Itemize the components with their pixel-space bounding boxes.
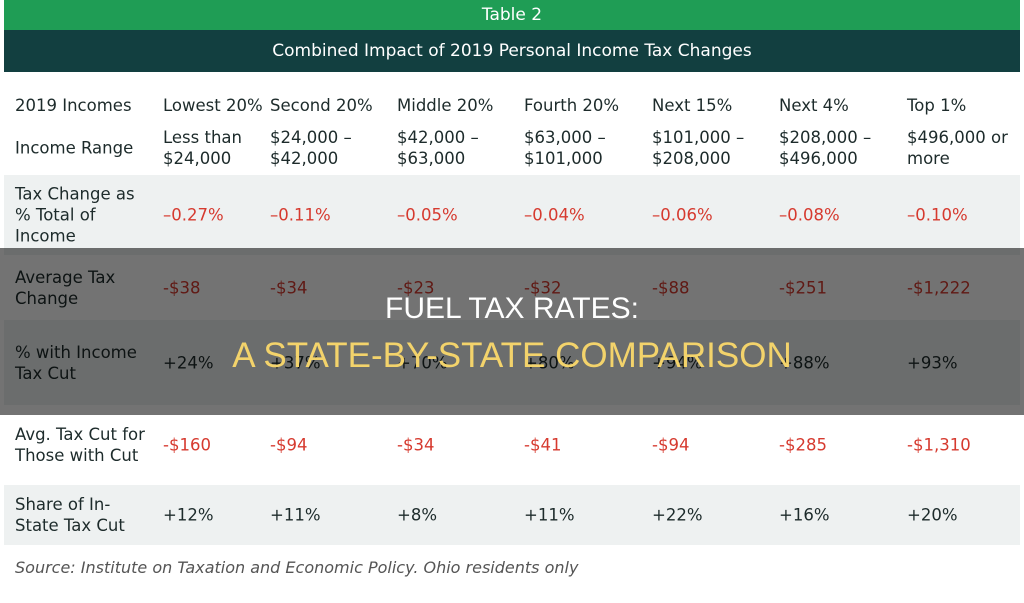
table-cell: -$1,310 — [907, 435, 971, 455]
table-cell: –0.08% — [779, 205, 840, 225]
table-cell: Fourth 20% — [524, 96, 620, 115]
table-row: Tax Change as % Total of Income –0.27% –0.… — [4, 175, 1020, 255]
table-cell: –0.04% — [524, 205, 585, 225]
overlay — [0, 248, 1024, 415]
table-title: Combined Impact of 2019 Personal Income … — [4, 30, 1020, 72]
table-cell: +12% — [163, 505, 214, 525]
row-label: Tax Change as % Total of Income — [15, 184, 135, 246]
table-cell: $496,000 or more — [907, 127, 1008, 168]
table-cell: $42,000 – $63,000 — [397, 127, 479, 168]
table-cell: +8% — [397, 505, 438, 525]
table-cell: +22% — [652, 505, 703, 525]
table-cell: $101,000 – $208,000 — [652, 127, 745, 168]
table-cell: –0.05% — [397, 205, 458, 225]
table-cell: -$94 — [270, 435, 308, 455]
table-cell: -$41 — [524, 435, 562, 455]
row-label: Income Range — [15, 138, 134, 157]
table-cell: -$160 — [163, 435, 211, 455]
table-cell: –0.27% — [163, 205, 224, 225]
table-cell: +11% — [524, 505, 575, 525]
table-cell: Less than $24,000 — [163, 127, 242, 168]
table-row: 2019 Incomes Lowest 20% Second 20% Middle 2… — [4, 72, 1020, 120]
table-cell: Second 20% — [270, 96, 373, 115]
table-cell: –0.10% — [907, 205, 968, 225]
table-cell: $24,000 – $42,000 — [270, 127, 352, 168]
table-cell: -$285 — [779, 435, 827, 455]
table-cell: Next 4% — [779, 96, 849, 115]
table-cell: –0.11% — [270, 205, 331, 225]
table-row: Income Range Less than $24,000 $24,000 – $… — [4, 120, 1020, 175]
table-cell: Middle 20% — [397, 96, 494, 115]
row-label: 2019 Incomes — [15, 96, 132, 115]
row-label: Avg. Tax Cut for Those with Cut — [15, 425, 145, 465]
table-cell: +20% — [907, 505, 958, 525]
source: Source: Institute on Taxation and Econom… — [15, 558, 579, 577]
overlay-subtitle: A STATE-BY-STATE COMPARISON — [232, 336, 792, 375]
overlay-title: FUEL TAX RATES: — [385, 292, 639, 325]
table-row: Avg. Tax Cut for Those with Cut -$160 -$94… — [4, 405, 1020, 485]
table-cell: $208,000 – $496,000 — [779, 127, 872, 168]
table-cell: -$94 — [652, 435, 690, 455]
table-row: Share of In-State Tax Cut +12% +11% +8% +11%… — [4, 485, 1020, 545]
table-cell: Lowest 20% — [163, 96, 263, 115]
table-cell: –0.06% — [652, 205, 713, 225]
table-cell: $63,000 – $101,000 — [524, 127, 606, 168]
table-label: Table 2 — [4, 0, 1020, 30]
table-cell: Next 15% — [652, 96, 733, 115]
table-cell: +16% — [779, 505, 830, 525]
table-cell: +11% — [270, 505, 321, 525]
table-cell: -$34 — [397, 435, 435, 455]
table-cell: Top 1% — [907, 96, 967, 115]
row-label: Share of In-State Tax Cut — [15, 495, 125, 535]
